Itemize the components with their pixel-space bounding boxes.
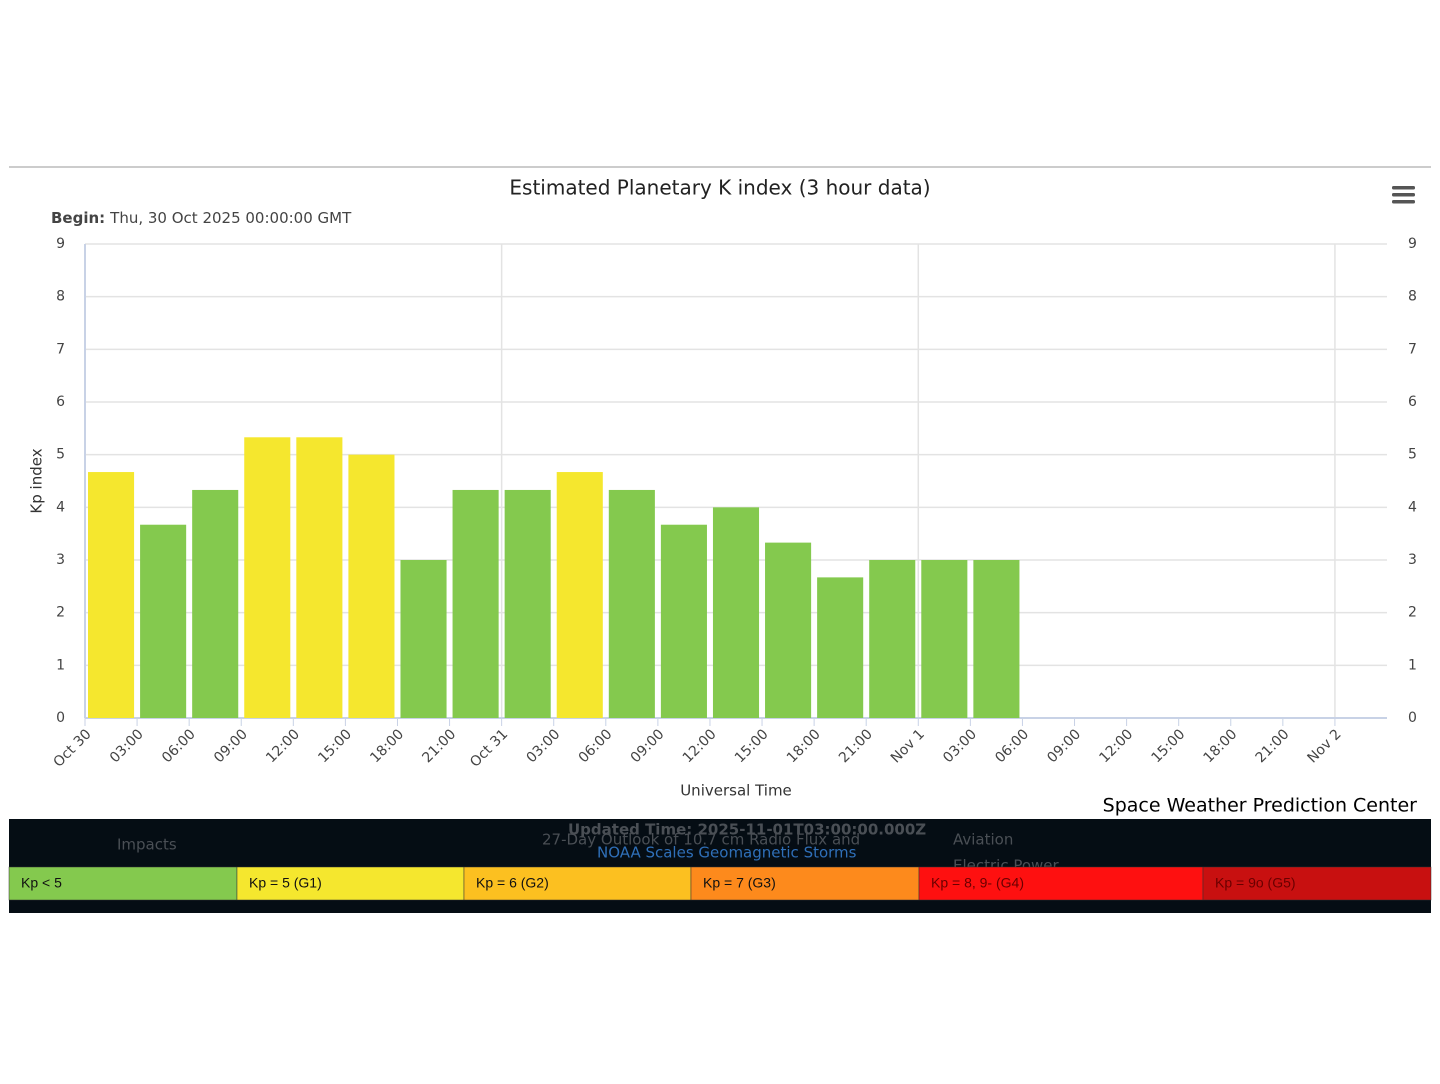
credit: Space Weather Prediction Center bbox=[1103, 795, 1418, 817]
bar bbox=[556, 472, 603, 718]
x-tick-label: Oct 31 bbox=[467, 726, 511, 770]
y2-tick-label: 1 bbox=[1408, 657, 1417, 673]
bg-text: Updated Time: 2025-11-01T03:00:00.000Z bbox=[568, 821, 926, 839]
bar bbox=[817, 577, 864, 718]
y-tick-label: 3 bbox=[56, 552, 65, 568]
bar bbox=[712, 507, 760, 718]
legend: Kp < 5 Kp = 5 (G1) Kp = 6 (G2) Kp = 7 (G3) K… bbox=[8, 866, 1432, 901]
x-tick-label: 18:00 bbox=[367, 726, 407, 766]
y-tick-label: 9 bbox=[56, 236, 65, 252]
x-tick-label: 18:00 bbox=[784, 726, 824, 766]
x-tick-label: Nov 1 bbox=[888, 726, 928, 766]
menu-button[interactable] bbox=[1392, 186, 1415, 204]
x-tick-label: 15:00 bbox=[732, 726, 772, 766]
menu-bar bbox=[1392, 186, 1415, 190]
x-tick-label: 21:00 bbox=[1253, 726, 1293, 766]
y-tick-label: 7 bbox=[56, 341, 65, 357]
bar bbox=[192, 489, 239, 718]
bg-text: Aviation bbox=[953, 831, 1013, 849]
x-tick-label: 15:00 bbox=[315, 726, 355, 766]
y-tick-label: 5 bbox=[56, 447, 65, 463]
legend-label: Kp = 8, 9- (G4) bbox=[931, 875, 1024, 891]
y2-tick-label: 8 bbox=[1408, 289, 1417, 305]
y-tick-label: 6 bbox=[56, 394, 65, 410]
legend-label: Kp = 6 (G2) bbox=[476, 875, 549, 891]
x-axis-title: Universal Time bbox=[680, 782, 792, 800]
subtitle-label: Begin: bbox=[51, 209, 105, 227]
x-tick-label: 12:00 bbox=[680, 726, 720, 766]
y-tick-label: 4 bbox=[56, 499, 65, 515]
x-tick-label: 21:00 bbox=[836, 726, 876, 766]
bar bbox=[660, 524, 707, 718]
bar bbox=[452, 489, 499, 718]
x-tick-label: 06:00 bbox=[992, 726, 1032, 766]
y2-tick-label: 0 bbox=[1408, 710, 1417, 726]
bar bbox=[296, 437, 343, 718]
y-tick-label: 2 bbox=[56, 605, 65, 621]
x-tick-label: 21:00 bbox=[419, 726, 459, 766]
y2-tick-label: 6 bbox=[1408, 394, 1417, 410]
legend-label: Kp = 7 (G3) bbox=[703, 875, 776, 891]
y2-tick-label: 9 bbox=[1408, 236, 1417, 252]
bar bbox=[504, 489, 551, 718]
x-tick-label: 06:00 bbox=[159, 726, 199, 766]
x-tick-label: Oct 30 bbox=[50, 726, 94, 770]
bar bbox=[765, 542, 812, 718]
legend-label: Kp = 5 (G1) bbox=[249, 875, 322, 891]
bar bbox=[140, 524, 187, 718]
x-tick-label: 12:00 bbox=[1096, 726, 1136, 766]
legend-swatch bbox=[463, 866, 692, 901]
bar bbox=[973, 560, 1020, 718]
y2-tick-label: 5 bbox=[1408, 447, 1417, 463]
x-tick-label: 03:00 bbox=[940, 726, 980, 766]
x-tick-label: 03:00 bbox=[107, 726, 147, 766]
menu-bar bbox=[1392, 200, 1415, 204]
x-tick-label: 03:00 bbox=[524, 726, 564, 766]
x-tick-label: Nov 2 bbox=[1304, 726, 1344, 766]
bar bbox=[400, 560, 447, 718]
legend-label: Kp < 5 bbox=[21, 875, 62, 891]
subtitle: Begin: Thu, 30 Oct 2025 00:00:00 GMT bbox=[51, 209, 352, 227]
bg-link[interactable]: NOAA Scales Geomagnetic Storms bbox=[597, 844, 857, 862]
x-tick-label: 15:00 bbox=[1148, 726, 1188, 766]
y2-tick-label: 7 bbox=[1408, 341, 1417, 357]
bar bbox=[608, 489, 655, 718]
menu-bar bbox=[1392, 193, 1415, 197]
chart-title: Estimated Planetary K index (3 hour data… bbox=[509, 176, 930, 200]
bar bbox=[869, 560, 916, 718]
bar bbox=[348, 454, 395, 718]
legend-swatch bbox=[1202, 866, 1432, 901]
bg-text: 27-Day Outlook of 10.7 cm Radio Flux and bbox=[542, 831, 860, 849]
y2-tick-label: 2 bbox=[1408, 605, 1417, 621]
bar bbox=[244, 437, 291, 718]
x-tick-label: 06:00 bbox=[576, 726, 616, 766]
x-tick-label: 09:00 bbox=[628, 726, 668, 766]
y2-tick-label: 3 bbox=[1408, 552, 1417, 568]
bar bbox=[921, 560, 968, 718]
x-tick-label: 18:00 bbox=[1201, 726, 1241, 766]
y2-tick-label: 4 bbox=[1408, 499, 1417, 515]
bar bbox=[88, 472, 135, 718]
x-tick-label: 12:00 bbox=[263, 726, 303, 766]
y-tick-label: 0 bbox=[56, 710, 65, 726]
x-tick-label: 09:00 bbox=[1044, 726, 1084, 766]
y-tick-label: 1 bbox=[56, 657, 65, 673]
bg-text: Impacts bbox=[117, 836, 177, 854]
subtitle-value: Thu, 30 Oct 2025 00:00:00 GMT bbox=[109, 209, 352, 227]
x-tick-label: 09:00 bbox=[211, 726, 251, 766]
y-tick-label: 8 bbox=[56, 289, 65, 305]
y-axis-title: Kp index bbox=[28, 448, 46, 513]
legend-label: Kp = 9o (G5) bbox=[1215, 875, 1296, 891]
legend-swatch bbox=[918, 866, 1204, 901]
